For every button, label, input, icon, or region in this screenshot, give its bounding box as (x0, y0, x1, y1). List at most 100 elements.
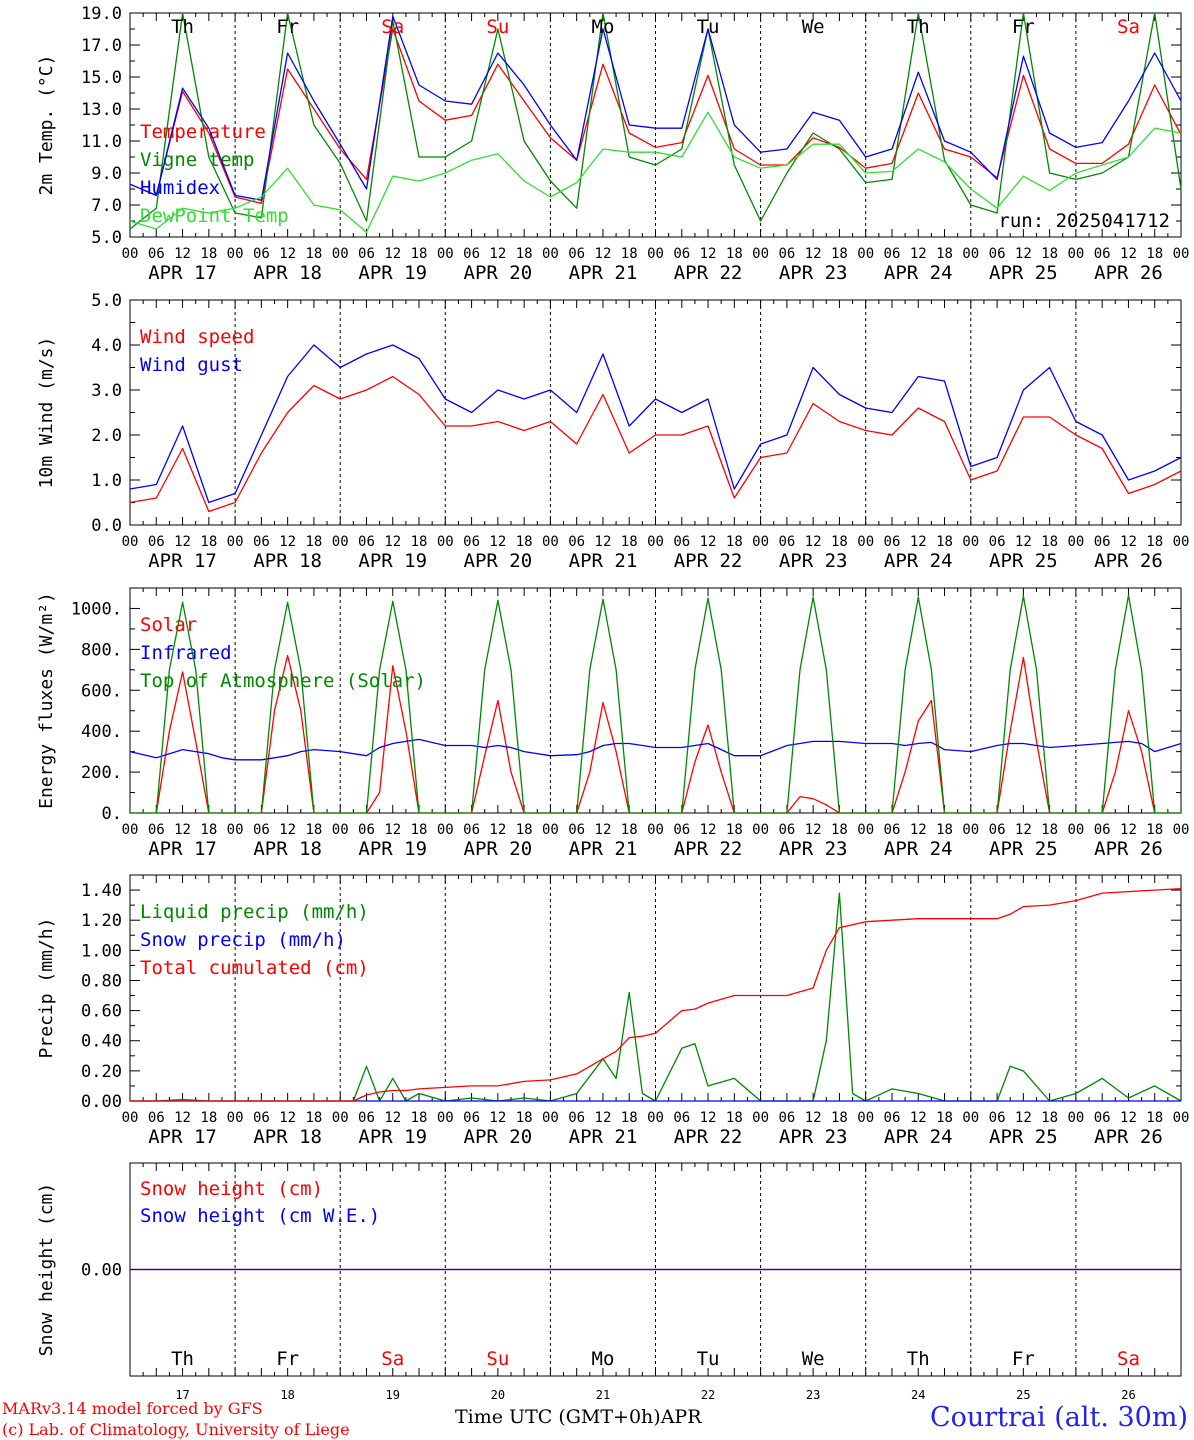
hour-tick-label: 00 (857, 534, 874, 550)
date-label: APR 19 (358, 838, 427, 860)
date-label: APR 22 (674, 262, 743, 284)
y-tick-label: 400. (81, 722, 122, 742)
y-tick-label: 9.0 (91, 164, 122, 184)
hour-tick-label: 12 (805, 534, 822, 550)
panel-frame (129, 587, 1182, 814)
y-tick-label: 800. (81, 640, 122, 660)
hour-tick-label: 00 (857, 1110, 874, 1126)
hour-tick-label: 06 (148, 1110, 165, 1126)
hour-tick-label: 12 (1120, 1110, 1137, 1126)
hour-tick-label: 18 (726, 534, 743, 550)
weekday-label-top: Fr (1012, 16, 1035, 38)
hour-tick-label: 06 (358, 534, 375, 550)
y-tick-label: 1000. (71, 599, 122, 619)
hour-tick-label: 00 (332, 534, 349, 550)
y-tick-label: 0.0 (91, 516, 122, 536)
hour-tick-label: 18 (411, 246, 428, 262)
date-label: APR 20 (464, 550, 533, 572)
hour-tick-label: 00 (752, 246, 769, 262)
hour-tick-label: 06 (148, 822, 165, 838)
hour-tick-label: 12 (805, 1110, 822, 1126)
hour-tick-label: 12 (1120, 534, 1137, 550)
date-label: APR 22 (674, 1126, 743, 1148)
hour-tick-label: 06 (253, 246, 270, 262)
date-label: APR 21 (569, 550, 638, 572)
hour-tick-label: 00 (437, 1110, 454, 1126)
day-number-label: 17 (175, 1388, 189, 1400)
weekday-label-bottom: Sa (1117, 1348, 1140, 1370)
date-label: APR 23 (779, 1126, 848, 1148)
hour-tick-label: 06 (568, 246, 585, 262)
hour-tick-label: 12 (910, 1110, 927, 1126)
time-label: Time UTC (GMT+0h) (455, 1406, 661, 1428)
hour-tick-label: 06 (884, 534, 901, 550)
date-label: APR 24 (884, 838, 953, 860)
hour-tick-label: 12 (700, 822, 717, 838)
hour-tick-label: 18 (516, 246, 533, 262)
date-label: APR 24 (884, 262, 953, 284)
y-tick-label: 0.00 (81, 1092, 122, 1112)
hour-tick-label: 00 (122, 822, 139, 838)
hour-tick-label: 12 (1120, 822, 1137, 838)
hour-tick-label: 06 (253, 1110, 270, 1126)
hour-tick-label: 06 (989, 822, 1006, 838)
day-number-label: 22 (701, 1388, 715, 1400)
hour-tick-label: 18 (1041, 1110, 1058, 1126)
y-tick-label: 5.0 (91, 291, 122, 311)
hour-tick-label: 06 (463, 822, 480, 838)
hour-tick-label: 00 (647, 246, 664, 262)
day-number-label: 21 (596, 1388, 610, 1400)
hour-tick-label: 18 (831, 246, 848, 262)
panel-frame (129, 12, 1182, 238)
weekday-label-bottom: Th (907, 1348, 930, 1370)
legend-label: Snow precip (mm/h) (140, 929, 346, 951)
hour-tick-label: 12 (910, 246, 927, 262)
y-tick-label: 1.40 (81, 881, 122, 901)
series-line (129, 12, 1182, 230)
hour-tick-label: 12 (700, 534, 717, 550)
date-label: APR 19 (358, 262, 427, 284)
y-tick-label: 0.20 (81, 1062, 122, 1082)
hour-tick-label: 18 (411, 534, 428, 550)
hour-tick-label: 18 (305, 1110, 322, 1126)
hour-tick-label: 06 (358, 246, 375, 262)
weekday-label-bottom: Tu (697, 1348, 720, 1370)
date-label: APR 26 (1094, 262, 1163, 284)
hour-tick-label: 00 (227, 534, 244, 550)
hour-tick-label: 12 (1015, 534, 1032, 550)
hour-tick-label: 00 (857, 246, 874, 262)
hour-tick-label: 18 (936, 246, 953, 262)
hour-tick-label: 12 (489, 246, 506, 262)
hour-tick-label: 06 (989, 246, 1006, 262)
date-label: APR 23 (779, 838, 848, 860)
hour-tick-label: 00 (752, 822, 769, 838)
legend-label: Top of Atmosphere (Solar) (140, 670, 426, 692)
series-line (129, 344, 1182, 504)
hour-tick-label: 18 (1041, 246, 1058, 262)
hour-tick-label: 12 (174, 1110, 191, 1126)
hour-tick-label: 12 (595, 534, 612, 550)
hour-tick-label: 06 (568, 534, 585, 550)
legend-label: Humidex (140, 177, 220, 199)
hour-tick-label: 06 (463, 246, 480, 262)
hour-tick-label: 18 (831, 822, 848, 838)
hour-tick-label: 00 (752, 534, 769, 550)
legend-label: Snow height (cm W.E.) (140, 1205, 380, 1227)
hour-tick-label: 00 (647, 1110, 664, 1126)
legend-label: Wind gust (140, 354, 243, 376)
hour-tick-label: 18 (621, 534, 638, 550)
hour-tick-label: 18 (516, 534, 533, 550)
hour-tick-label: 00 (962, 1110, 979, 1126)
hour-tick-label: 12 (279, 822, 296, 838)
hour-tick-label: 06 (1094, 246, 1111, 262)
hour-tick-label: 06 (568, 822, 585, 838)
y-tick-label: 600. (81, 681, 122, 701)
hour-tick-label: 00 (122, 246, 139, 262)
hour-tick-label: 12 (489, 822, 506, 838)
weekday-label-bottom: Mo (592, 1348, 615, 1370)
day-number-label: 18 (280, 1388, 294, 1400)
hour-tick-label: 00 (1173, 534, 1190, 550)
hour-tick-label: 00 (1173, 246, 1190, 262)
date-label: APR 18 (253, 1126, 322, 1148)
hour-tick-label: 06 (673, 246, 690, 262)
